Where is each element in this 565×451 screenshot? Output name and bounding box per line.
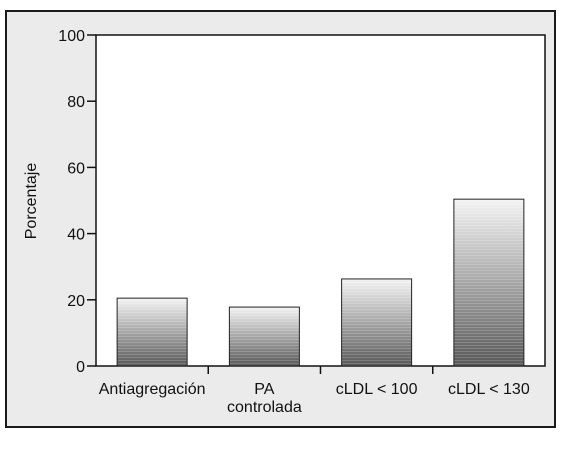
bars-group xyxy=(116,198,525,367)
y-tick-label: 100 xyxy=(58,28,85,45)
y-axis: 0 20 40 60 80 100 xyxy=(58,28,96,376)
y-tick-label: 80 xyxy=(67,94,85,111)
y-tick-label: 40 xyxy=(67,227,85,244)
x-category-label: cLDL < 130 xyxy=(448,381,530,398)
bar-texture xyxy=(454,199,524,366)
x-category-label: PA xyxy=(254,381,274,398)
x-category-label: controlada xyxy=(227,399,302,416)
y-tick-label: 0 xyxy=(76,359,85,376)
bar-texture xyxy=(229,307,299,366)
x-category-label: cLDL < 100 xyxy=(336,381,418,398)
bar-texture xyxy=(342,279,412,366)
y-tick-label: 60 xyxy=(67,160,85,177)
bar-texture xyxy=(117,298,187,366)
y-axis-title: Porcentaje xyxy=(23,163,40,240)
chart-frame: 0 20 40 60 80 100 Antiagregación PA controlada c… xyxy=(5,10,556,428)
x-category-label: Antiagregación xyxy=(99,381,206,398)
y-tick-label: 20 xyxy=(67,293,85,310)
